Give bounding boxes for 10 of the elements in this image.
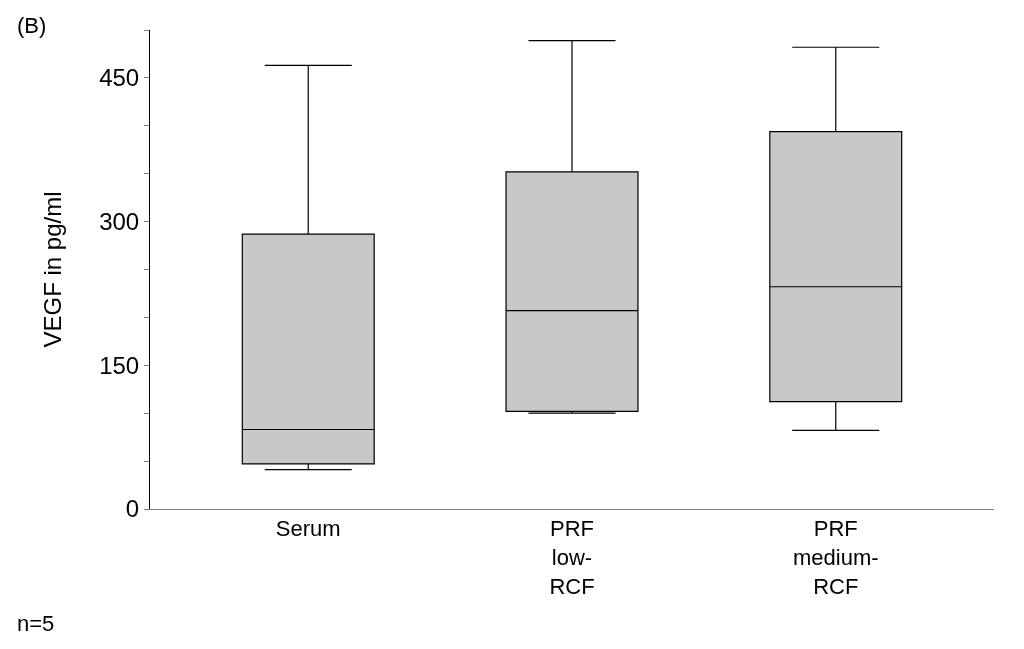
text: (B) <box>17 13 47 38</box>
x-tick-label: PRF low- RCF <box>549 516 595 599</box>
x-tick-label: PRF medium- RCF <box>792 516 879 599</box>
x-tick-label: Serum <box>275 516 341 542</box>
text: n=5 <box>17 611 55 636</box>
y-axis-title: VEGF in pg/ml <box>39 191 67 348</box>
y-tick-label: 150 <box>99 351 140 379</box>
y-tick-label: 450 <box>99 64 140 92</box>
y-tick-label: 0 <box>125 495 140 523</box>
y-tick-label: 300 <box>99 208 140 235</box>
